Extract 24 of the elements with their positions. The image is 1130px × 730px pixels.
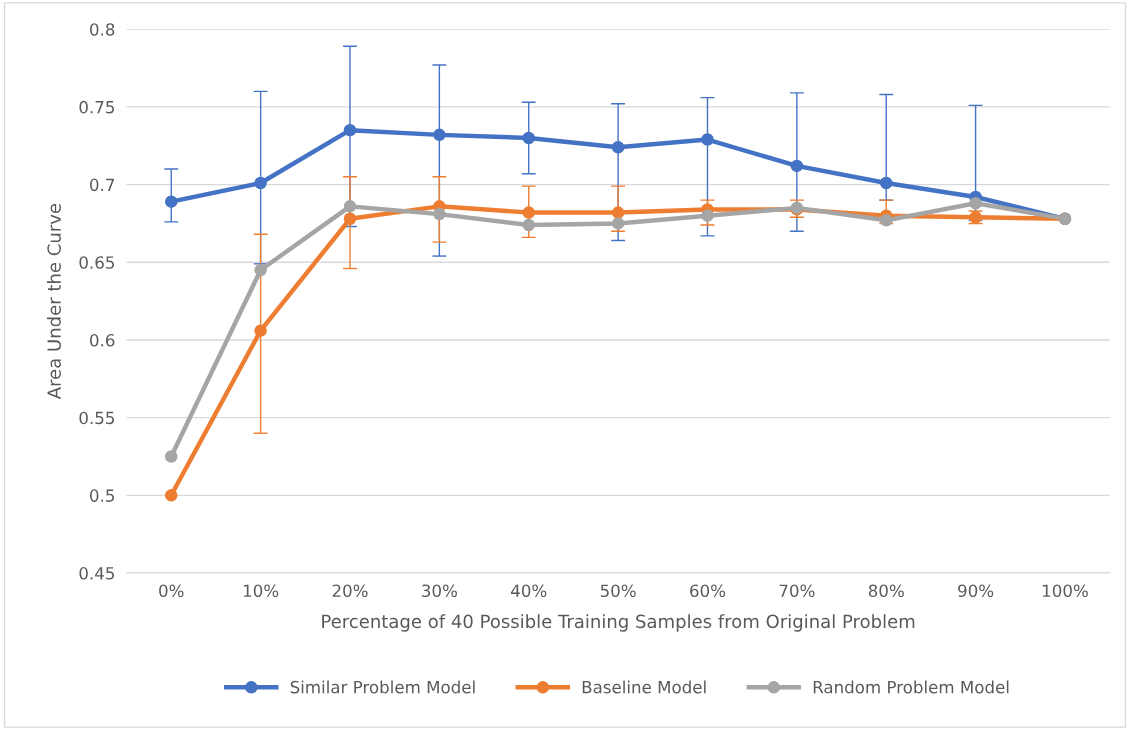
y-tick-label: 0.55 [79,411,114,425]
x-tick-label: 60% [690,584,726,598]
y-tick-label: 0.6 [90,333,115,347]
x-tick-label: 40% [511,584,547,598]
y-tick-label: 0.8 [90,23,115,36]
y-tick-label: 0.45 [79,567,114,580]
x-axis-title: Percentage of 40 Possible Training Samples from Original Problem [322,614,915,632]
legend-label: Random Problem Model [813,680,1009,694]
x-tick-label: 10% [243,584,279,598]
x-tick-label: 20% [332,584,368,598]
legend-label: Baseline Model [582,680,706,694]
y-axis-title: Area Under the Curve [46,203,61,400]
y-tick-label: 0.5 [90,489,114,502]
y-tick-label: 0.7 [90,178,115,192]
y-tick-label: 0.75 [79,100,114,114]
legend-label: Similar Problem Model [290,680,475,694]
x-tick-label: 80% [868,584,904,598]
x-tick-label: 90% [958,584,994,598]
x-tick-label: 0% [159,584,184,598]
x-tick-label: 70% [779,584,815,598]
y-tick-label: 0.65 [79,256,114,269]
x-tick-label: 50% [600,584,636,598]
x-tick-label: 30% [422,584,457,598]
x-tick-label: 100% [1042,584,1088,598]
